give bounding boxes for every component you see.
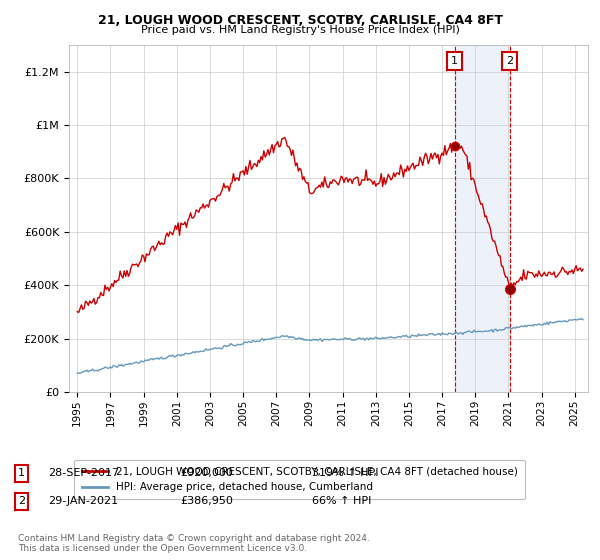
Legend: 21, LOUGH WOOD CRESCENT, SCOTBY, CARLISLE, CA4 8FT (detached house), HPI: Averag: 21, LOUGH WOOD CRESCENT, SCOTBY, CARLISL… (74, 460, 525, 500)
Text: 28-SEP-2017: 28-SEP-2017 (48, 468, 119, 478)
Text: 29-JAN-2021: 29-JAN-2021 (48, 496, 118, 506)
Text: 21, LOUGH WOOD CRESCENT, SCOTBY, CARLISLE, CA4 8FT: 21, LOUGH WOOD CRESCENT, SCOTBY, CARLISL… (97, 14, 503, 27)
Text: 66% ↑ HPI: 66% ↑ HPI (312, 496, 371, 506)
Text: 2: 2 (18, 496, 25, 506)
Bar (455, 45, 510, 392)
Text: 1: 1 (451, 56, 458, 66)
Text: £386,950: £386,950 (180, 496, 233, 506)
Text: 2: 2 (506, 56, 513, 66)
Text: Contains HM Land Registry data © Crown copyright and database right 2024.
This d: Contains HM Land Registry data © Crown c… (18, 534, 370, 553)
Text: Price paid vs. HM Land Registry's House Price Index (HPI): Price paid vs. HM Land Registry's House … (140, 25, 460, 35)
Text: 1: 1 (18, 468, 25, 478)
Text: £920,000: £920,000 (180, 468, 233, 478)
Text: 319% ↑ HPI: 319% ↑ HPI (312, 468, 379, 478)
